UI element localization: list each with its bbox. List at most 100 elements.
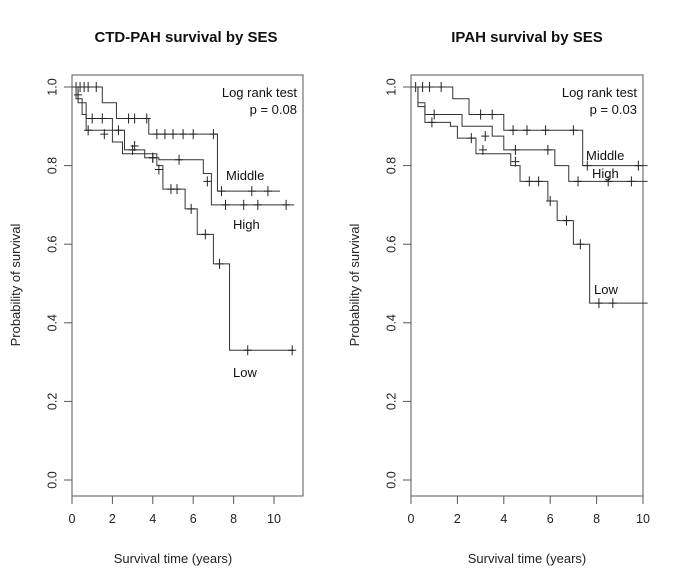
censor-mark xyxy=(511,156,520,167)
x-tick-label: 6 xyxy=(190,512,197,526)
curve-label-high: High xyxy=(592,166,619,181)
censor-mark xyxy=(488,109,497,120)
y-axis-label: Probability of survival xyxy=(347,223,362,346)
censor-mark xyxy=(217,186,226,197)
y-tick-label: 0.4 xyxy=(45,314,59,331)
censor-mark xyxy=(92,82,101,92)
plot-frame xyxy=(71,74,304,497)
survival-curve-high xyxy=(411,86,648,182)
censor-mark xyxy=(98,113,107,124)
censor-mark xyxy=(569,125,578,136)
censor-mark xyxy=(215,258,224,269)
censor-mark xyxy=(604,176,613,187)
y-tick-label: 0.2 xyxy=(45,393,59,410)
y-tick-label: 0.8 xyxy=(45,157,59,174)
x-tick-label: 0 xyxy=(69,512,76,526)
censor-mark xyxy=(179,129,188,140)
x-tick-label: 4 xyxy=(500,512,507,526)
y-tick-label: 1.0 xyxy=(45,78,59,95)
x-tick-label: 2 xyxy=(454,512,461,526)
censor-mark xyxy=(114,125,123,136)
censor-mark xyxy=(221,199,230,210)
censor-mark xyxy=(562,215,571,226)
x-tick-label: 8 xyxy=(593,512,600,526)
censor-mark xyxy=(418,82,427,92)
censor-mark xyxy=(583,160,592,171)
censor-mark xyxy=(427,117,436,128)
censor-mark xyxy=(209,129,218,140)
x-tick-label: 0 xyxy=(408,512,415,526)
censor-mark xyxy=(160,129,169,140)
x-tick-label: 8 xyxy=(230,512,237,526)
censor-mark xyxy=(263,186,272,197)
x-axis-label: Survival time (years) xyxy=(468,551,586,566)
censor-mark xyxy=(253,199,262,210)
censor-mark xyxy=(576,239,585,250)
y-tick-label: 0.4 xyxy=(384,314,398,331)
censor-mark xyxy=(282,199,291,210)
censor-mark xyxy=(187,203,196,214)
censor-mark xyxy=(169,129,177,140)
x-tick-label: 10 xyxy=(267,512,281,526)
censor-mark xyxy=(203,176,212,187)
censor-mark xyxy=(478,144,487,155)
censor-mark xyxy=(128,144,137,155)
censor-mark xyxy=(247,186,256,197)
censor-mark xyxy=(541,125,550,136)
p-value-label: p = 0.03 xyxy=(590,102,637,117)
y-tick-label: 0.6 xyxy=(384,235,398,252)
censor-mark xyxy=(152,129,161,140)
censor-mark xyxy=(437,82,446,92)
chart-title: IPAH survival by SES xyxy=(451,29,602,46)
censor-mark xyxy=(130,113,139,124)
curve-label-high: High xyxy=(233,217,260,232)
censor-mark xyxy=(608,298,617,309)
censor-mark xyxy=(288,345,297,356)
censor-mark xyxy=(100,129,109,140)
curve-label-low: Low xyxy=(594,282,618,297)
x-tick-label: 6 xyxy=(547,512,554,526)
y-tick-label: 0.0 xyxy=(384,471,398,488)
survival-curve-low xyxy=(72,86,295,351)
log-rank-label: Log rank test xyxy=(222,85,298,100)
y-tick-label: 0.8 xyxy=(384,157,398,174)
y-tick-label: 0.0 xyxy=(45,471,59,488)
censor-mark xyxy=(574,176,583,187)
censor-mark xyxy=(476,109,485,120)
censor-mark xyxy=(467,133,476,144)
x-tick-label: 4 xyxy=(149,512,156,526)
censor-mark xyxy=(189,129,198,140)
censor-mark xyxy=(142,113,151,124)
p-value-label: p = 0.08 xyxy=(250,102,297,117)
log-rank-label: Log rank test xyxy=(562,85,638,100)
censor-mark xyxy=(634,160,643,171)
x-axis-label: Survival time (years) xyxy=(114,551,232,566)
x-tick-label: 2 xyxy=(109,512,116,526)
censor-mark xyxy=(511,144,520,155)
censor-mark xyxy=(543,144,552,155)
censor-mark xyxy=(173,184,182,195)
censor-mark xyxy=(175,154,184,165)
censor-mark xyxy=(425,82,434,92)
censor-mark xyxy=(239,199,248,210)
censor-mark xyxy=(154,164,163,175)
censor-mark xyxy=(523,125,531,136)
chart-panel-1: CTD-PAH survival by SES 0 2 4 6 8 10 0.0 0.2 0.4 0… xyxy=(8,29,304,566)
x-tick-label: 10 xyxy=(636,512,650,526)
curve-label-middle: Middle xyxy=(586,148,624,163)
censor-mark xyxy=(84,125,93,136)
y-tick-label: 0.2 xyxy=(384,393,398,410)
censor-mark xyxy=(148,152,157,163)
censor-mark xyxy=(509,125,518,136)
y-tick-label: 0.6 xyxy=(45,235,59,252)
censor-mark xyxy=(525,176,534,187)
survival-curve-middle xyxy=(411,86,648,167)
curve-label-middle: Middle xyxy=(226,168,264,183)
censor-mark xyxy=(594,298,603,309)
y-axis-label: Probability of survival xyxy=(8,223,23,346)
censor-mark xyxy=(546,195,555,206)
censor-mark xyxy=(74,89,83,100)
survival-curve-low xyxy=(411,86,648,304)
curve-label-low: Low xyxy=(233,365,257,380)
